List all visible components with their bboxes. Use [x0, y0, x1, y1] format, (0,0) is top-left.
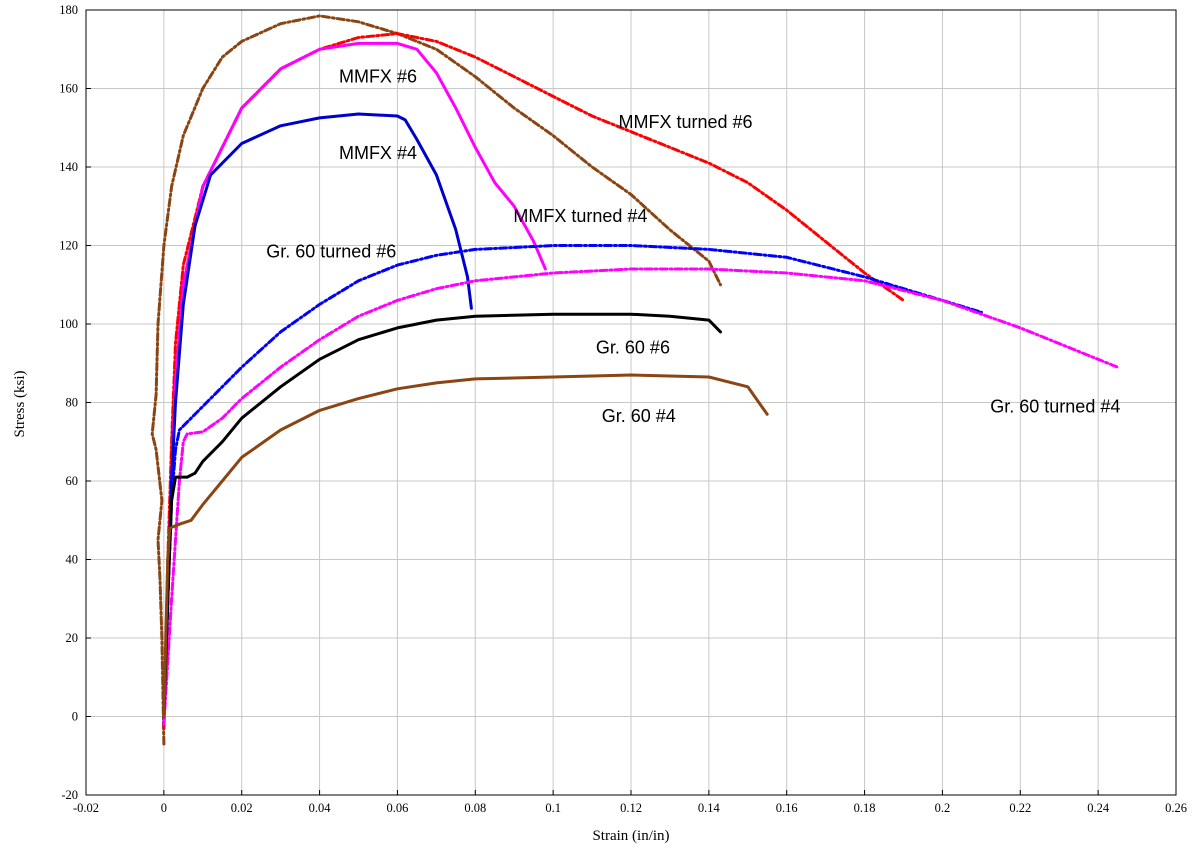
series-annotation: Gr. 60 turned #6: [266, 241, 396, 261]
series-annotation: MMFX #4: [339, 143, 417, 163]
series-line-0: [150, 14, 722, 746]
x-tick-label: 0.14: [698, 801, 721, 815]
series-annotation: Gr. 60 #4: [602, 406, 676, 426]
series-annotation: MMFX turned #4: [513, 206, 647, 226]
series-annotation: MMFX turned #6: [618, 112, 752, 132]
grid-layer: [85, 9, 1177, 796]
y-tick-label: -20: [61, 788, 78, 802]
x-tick-label: 0.04: [309, 801, 332, 815]
series-line-6: [162, 312, 722, 718]
series-line-4: [162, 244, 983, 726]
y-tick-label: 100: [59, 317, 78, 331]
series-annotation: MMFX #6: [339, 67, 417, 87]
y-axis-title: Stress (ksi): [12, 370, 28, 437]
x-tick-label: 0.24: [1087, 801, 1110, 815]
y-tick-label: 160: [59, 82, 78, 96]
y-tick-label: 60: [66, 474, 79, 488]
axes-layer: -0.02 0 0.02 0.04 0.06 0.08 0.1 0.12 0.14 0.16 0.1…: [59, 3, 1187, 815]
series-line-7: [162, 373, 769, 718]
y-tick-label: 140: [59, 160, 78, 174]
x-tick-label: 0: [161, 801, 167, 815]
series-line-1: [162, 32, 905, 730]
y-tick-label: 0: [72, 710, 78, 724]
series-line-3: [162, 112, 473, 718]
x-tick-label: 0.02: [231, 801, 253, 815]
y-tick-label: 180: [59, 3, 78, 17]
x-axis-title: Strain (in/in): [592, 828, 669, 844]
y-tick-label: 120: [59, 239, 78, 253]
series-line-2: [162, 41, 547, 718]
x-tick-label: 0.18: [854, 801, 876, 815]
x-tick-label: -0.02: [73, 801, 99, 815]
series-line-5: [162, 267, 1120, 726]
series-annotation: Gr. 60 turned #4: [990, 396, 1120, 416]
y-tick-label: 80: [66, 396, 79, 410]
series-annotation: Gr. 60 #6: [596, 337, 670, 357]
x-tick-label: 0.12: [620, 801, 642, 815]
x-tick-label: 0.16: [776, 801, 798, 815]
x-tick-label: 0.2: [935, 801, 951, 815]
x-tick-label: 0.22: [1009, 801, 1031, 815]
x-tick-label: 0.06: [386, 801, 408, 815]
series-layer: [150, 14, 1120, 746]
x-tick-label: 0.08: [464, 801, 486, 815]
annotation-layer: MMFX #6 MMFX turned #6 MMFX #4 MMFX turned …: [266, 67, 1120, 427]
x-tick-label: 0.1: [545, 801, 561, 815]
x-tick-label: 0.26: [1165, 801, 1187, 815]
y-tick-label: 20: [66, 631, 79, 645]
y-tick-label: 40: [66, 553, 79, 567]
